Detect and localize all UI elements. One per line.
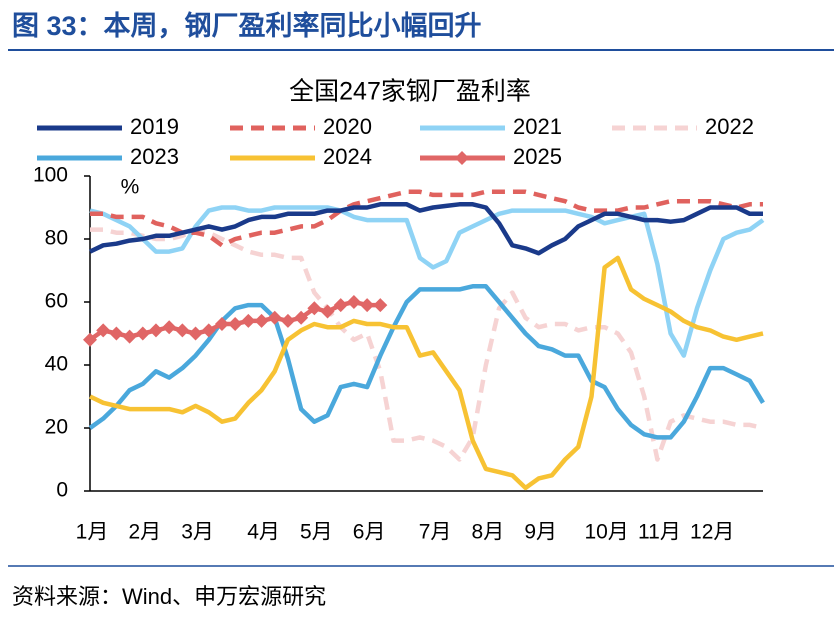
x-tick-label: 12月: [690, 521, 734, 544]
point-marker: [280, 313, 295, 328]
point-marker: [241, 313, 256, 328]
legend-marker: [455, 151, 469, 165]
x-tick-label: 11月: [638, 521, 681, 544]
point-marker: [333, 298, 348, 313]
point-marker: [148, 323, 163, 338]
series-line: [90, 227, 764, 462]
series-line: [89, 255, 764, 491]
series-line: [89, 202, 763, 256]
x-tick-label: 9月: [524, 521, 557, 544]
x-tick-label: 3月: [181, 521, 214, 544]
legend-label: 2025: [513, 144, 562, 169]
x-tick-label: 10月: [584, 521, 628, 544]
x-tick-label: 8月: [472, 521, 505, 544]
legend-label: 2022: [705, 114, 754, 139]
point-marker: [96, 323, 111, 338]
y-unit: %: [121, 176, 140, 199]
x-tick-label: 4月: [247, 521, 280, 544]
series-line: [89, 205, 765, 358]
point-marker: [175, 323, 190, 338]
x-tick-label: 7月: [419, 521, 452, 544]
point-marker: [228, 317, 243, 332]
page-title: 图 33：本周，钢厂盈利率同比小幅回升: [12, 10, 482, 41]
point-marker: [360, 298, 375, 313]
legend-label: 2019: [130, 114, 179, 139]
x-tick-label: 1月: [76, 521, 109, 544]
series-line: [90, 189, 763, 248]
y-tick-label: 80: [45, 227, 68, 250]
y-tick-label: 100: [33, 164, 68, 187]
point-marker: [135, 326, 150, 341]
point-marker: [254, 313, 269, 328]
x-tick-label: 6月: [353, 521, 386, 544]
point-marker: [294, 310, 309, 325]
y-tick-label: 40: [45, 353, 68, 376]
legend-label: 2024: [323, 144, 372, 169]
point-marker: [162, 320, 177, 335]
x-tick-label: 5月: [300, 521, 333, 544]
point-marker: [188, 326, 203, 341]
point-marker: [320, 304, 335, 319]
legend-label: 2020: [323, 114, 372, 139]
point-marker: [307, 301, 322, 316]
x-tick-label: 2月: [128, 521, 161, 544]
point-marker: [214, 317, 229, 332]
series-line: [88, 284, 765, 440]
legend-label: 2021: [513, 114, 562, 139]
point-marker: [109, 326, 124, 341]
source-note: 资料来源：Wind、申万宏源研究: [12, 584, 326, 609]
point-marker: [373, 298, 388, 313]
y-tick-label: 60: [45, 290, 68, 313]
point-marker: [267, 310, 282, 325]
legend-label: 2023: [130, 144, 179, 169]
y-tick-label: 20: [45, 416, 68, 439]
point-marker: [201, 323, 216, 338]
point-marker: [122, 329, 137, 344]
point-marker: [83, 332, 97, 347]
chart-title: 全国247家钢厂盈利率: [289, 78, 531, 106]
point-marker: [346, 295, 361, 309]
y-tick-label: 0: [56, 479, 68, 502]
